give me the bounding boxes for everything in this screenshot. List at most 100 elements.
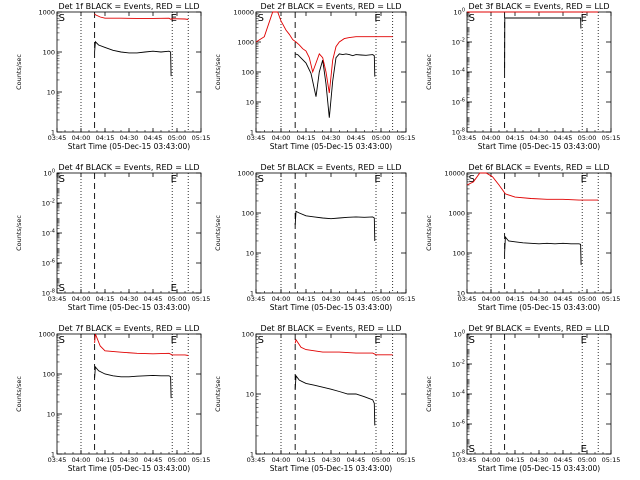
y-tick-label: 100 xyxy=(43,371,55,379)
start-marker: S xyxy=(258,335,264,346)
y-tick-label: 10-2 xyxy=(452,38,465,47)
end-marker: E xyxy=(374,13,380,24)
series-events-line xyxy=(294,210,376,242)
start-marker: S xyxy=(59,335,65,346)
y-tick-label: 10 xyxy=(246,99,254,107)
series-lld-line xyxy=(94,13,189,20)
start-marker: S xyxy=(258,174,264,185)
panel-title: Det 3f BLACK = Events, RED = LLD xyxy=(468,2,609,11)
x-tick-label: 03:45 xyxy=(247,295,266,303)
y-tick-label: 100 xyxy=(454,330,465,339)
y-tick-label: 100 xyxy=(242,69,254,77)
series-lld-line xyxy=(94,333,189,356)
panel-det-5f: Det 5f BLACK = Events, RED = LLD 03:45 04:… xyxy=(214,163,415,312)
x-axis-label: Start Time (05-Dec-15 03:43:00) xyxy=(270,303,392,312)
panel-det-1f: Det 1f BLACK = Events, RED = LLD 03:45 04:… xyxy=(15,2,210,151)
end-marker: E xyxy=(374,335,380,346)
x-tick-label: 04:45 xyxy=(347,295,366,303)
x-tick-label: 04:45 xyxy=(144,295,163,303)
x-tick-label: 03:45 xyxy=(458,295,477,303)
y-axis-label: Counts/sec xyxy=(15,54,23,90)
x-tick-label: 04:30 xyxy=(322,134,341,142)
x-axis-label: Start Time (05-Dec-15 03:43:00) xyxy=(270,142,392,151)
x-tick-label: 05:00 xyxy=(168,295,187,303)
x-axis-label: Start Time (05-Dec-15 03:43:00) xyxy=(478,303,600,312)
y-tick-label: 10-4 xyxy=(42,229,55,238)
x-tick-label: 04:15 xyxy=(96,134,115,142)
series-events-line xyxy=(94,40,172,77)
x-tick-label: 05:00 xyxy=(578,456,597,464)
x-tick-label: 04:45 xyxy=(144,134,163,142)
y-tick-label: 10-8 xyxy=(452,450,465,459)
x-tick-label: 04:45 xyxy=(144,456,163,464)
series-lld-line xyxy=(294,338,393,356)
y-tick-label: 1000 xyxy=(237,39,254,47)
end-marker: E xyxy=(581,174,587,185)
x-tick-label: 05:15 xyxy=(192,295,211,303)
x-tick-label: 05:15 xyxy=(602,295,621,303)
x-tick-label: 05:00 xyxy=(372,456,391,464)
x-tick-label: 04:15 xyxy=(297,295,316,303)
x-tick-label: 04:45 xyxy=(347,456,366,464)
start-marker-bottom: S xyxy=(469,444,475,455)
panel-title: Det 9f BLACK = Events, RED = LLD xyxy=(468,324,609,333)
y-axis-label: Counts/sec xyxy=(425,215,433,251)
end-marker-bottom: E xyxy=(171,283,177,294)
x-tick-label: 05:00 xyxy=(578,295,597,303)
x-tick-label: 04:30 xyxy=(530,456,549,464)
panel-title: Det 7f BLACK = Events, RED = LLD xyxy=(58,324,199,333)
plot-frame xyxy=(255,172,407,294)
series-events-line xyxy=(504,235,582,266)
panel-title: Det 6f BLACK = Events, RED = LLD xyxy=(468,163,609,172)
x-tick-label: 05:00 xyxy=(372,295,391,303)
x-tick-label: 05:15 xyxy=(397,456,416,464)
y-axis-label: Counts/sec xyxy=(15,215,23,251)
panel-det-4f: Det 4f BLACK = Events, RED = LLD 03:45 04:… xyxy=(15,163,210,312)
x-tick-label: 05:15 xyxy=(602,456,621,464)
series-events-line xyxy=(94,365,172,399)
x-tick-label: 05:00 xyxy=(168,134,187,142)
x-axis-label: Start Time (05-Dec-15 03:43:00) xyxy=(68,142,190,151)
x-tick-label: 04:00 xyxy=(72,134,91,142)
y-tick-label: 10000 xyxy=(444,170,465,178)
y-tick-label: 10-6 xyxy=(452,420,465,429)
x-tick-label: 03:45 xyxy=(48,456,67,464)
panel-title: Det 5f BLACK = Events, RED = LLD xyxy=(260,163,401,172)
y-tick-label: 1000 xyxy=(237,170,254,178)
y-tick-label: 10-8 xyxy=(452,128,465,137)
x-tick-label: 04:45 xyxy=(554,456,573,464)
panel-det-9f: Det 9f BLACK = Events, RED = LLD 03:45 04:… xyxy=(425,324,620,473)
y-tick-label: 100 xyxy=(44,169,55,178)
x-tick-label: 05:15 xyxy=(192,134,211,142)
x-tick-label: 04:45 xyxy=(554,134,573,142)
x-tick-label: 03:45 xyxy=(247,134,266,142)
x-tick-label: 04:15 xyxy=(297,134,316,142)
panel-det-7f: Det 7f BLACK = Events, RED = LLD 03:45 04:… xyxy=(15,324,210,473)
end-marker-bottom: E xyxy=(581,444,587,455)
x-tick-label: 04:15 xyxy=(506,134,525,142)
y-tick-label: 10-4 xyxy=(452,68,465,77)
y-tick-label: 1 xyxy=(250,290,254,298)
plot-frame xyxy=(56,11,202,133)
y-tick-label: 10 xyxy=(457,290,465,298)
x-tick-label: 04:00 xyxy=(272,295,291,303)
start-marker: S xyxy=(258,13,264,24)
x-axis-label: Start Time (05-Dec-15 03:43:00) xyxy=(68,303,190,312)
y-axis-label: Counts/sec xyxy=(214,376,222,412)
end-marker: E xyxy=(171,174,177,185)
x-tick-label: 04:45 xyxy=(347,134,366,142)
y-tick-label: 10 xyxy=(246,250,254,258)
x-tick-label: 04:30 xyxy=(322,456,341,464)
x-tick-label: 03:45 xyxy=(247,456,266,464)
y-tick-label: 100 xyxy=(242,210,254,218)
y-axis-label: Counts/sec xyxy=(425,376,433,412)
panel-det-8f: Det 8f BLACK = Events, RED = LLD 03:45 04:… xyxy=(214,324,415,473)
y-tick-label: 10-6 xyxy=(452,98,465,107)
y-axis-label: Counts/sec xyxy=(425,54,433,90)
x-tick-label: 04:00 xyxy=(72,295,91,303)
y-tick-label: 1 xyxy=(51,451,55,459)
y-tick-label: 100 xyxy=(454,8,465,17)
x-axis-label: Start Time (05-Dec-15 03:43:00) xyxy=(270,464,392,473)
x-tick-label: 04:30 xyxy=(530,134,549,142)
y-tick-label: 1000 xyxy=(38,9,55,17)
